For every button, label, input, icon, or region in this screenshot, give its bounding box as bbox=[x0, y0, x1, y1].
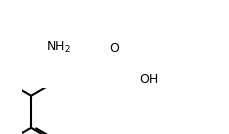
Text: NH$_2$: NH$_2$ bbox=[46, 40, 71, 55]
Text: OH: OH bbox=[139, 73, 158, 86]
Text: O: O bbox=[109, 42, 119, 55]
